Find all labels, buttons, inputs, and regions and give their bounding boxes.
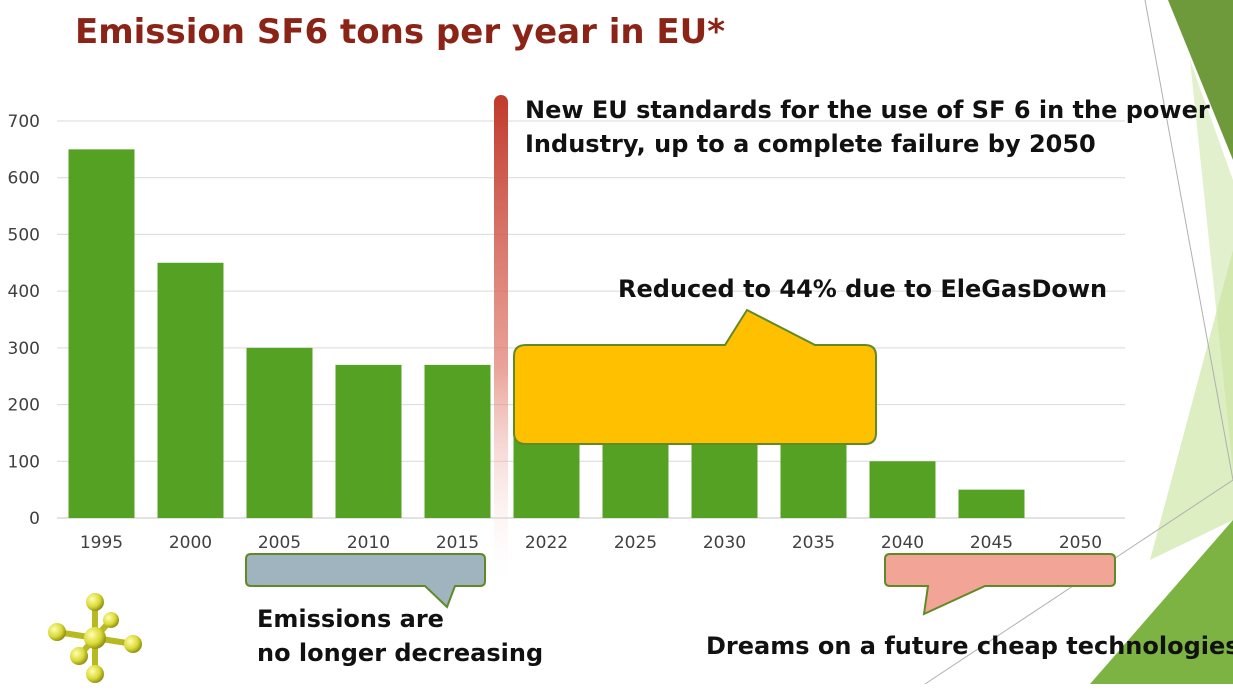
sf6-molecule-icon xyxy=(48,593,142,683)
y-tick-label: 400 xyxy=(8,282,40,302)
annotation-emissions-line1: Emissions are xyxy=(257,605,444,633)
bar-2015 xyxy=(424,364,491,518)
page-title: Emission SF6 tons per year in EU* xyxy=(75,12,726,52)
annotation-reduced: Reduced to 44% due to EleGasDown xyxy=(618,275,1108,303)
annotation-new-standards-line2: Industry, up to a complete failure by 20… xyxy=(525,130,1096,158)
deco-green-triangle-bottom xyxy=(1090,520,1233,684)
callout-dreams xyxy=(884,553,1116,616)
x-tick-label: 2025 xyxy=(614,533,657,553)
deco-line xyxy=(1144,0,1233,481)
x-tick-label: 2035 xyxy=(792,533,835,553)
x-tick-label: 2045 xyxy=(970,533,1013,553)
bar-2010 xyxy=(335,364,402,518)
x-tick-label: 2010 xyxy=(347,533,390,553)
y-tick-label: 300 xyxy=(8,339,40,359)
y-tick-label: 200 xyxy=(8,396,40,416)
annotation-new-standards: New EU standards for the use of SF 6 in … xyxy=(525,93,1210,161)
y-tick-label: 700 xyxy=(8,112,40,132)
annotation-new-standards-line1: New EU standards for the use of SF 6 in … xyxy=(525,96,1210,124)
annotation-emissions: Emissions are no longer decreasing xyxy=(257,602,543,670)
x-tick-label: 2050 xyxy=(1059,533,1102,553)
y-tick-label: 600 xyxy=(8,169,40,189)
annotation-dreams: Dreams on a future cheap technologies xyxy=(706,632,1233,660)
y-tick-label: 500 xyxy=(8,225,40,245)
bar-2000 xyxy=(157,262,224,518)
annotation-emissions-line2: no longer decreasing xyxy=(257,639,544,667)
bar-2035 xyxy=(780,432,847,518)
x-tick-label: 2015 xyxy=(436,533,479,553)
callout-reduced xyxy=(513,308,877,445)
x-tick-label: 2022 xyxy=(525,533,568,553)
x-tick-label: 2005 xyxy=(258,533,301,553)
bar-2045 xyxy=(958,489,1025,518)
bar-2040 xyxy=(869,461,936,518)
x-tick-label: 1995 xyxy=(80,533,123,553)
bar-1995 xyxy=(68,149,135,518)
y-tick-label: 100 xyxy=(8,452,40,472)
callout-emissions xyxy=(245,553,486,609)
standards-divider xyxy=(494,95,508,590)
deco-green-triangle-top xyxy=(1168,0,1233,160)
y-tick-label: 0 xyxy=(29,509,40,529)
x-tick-label: 2040 xyxy=(881,533,924,553)
x-tick-label: 2000 xyxy=(169,533,212,553)
deco-light-wedge xyxy=(1150,250,1233,560)
x-tick-label: 2030 xyxy=(703,533,746,553)
bar-2005 xyxy=(246,347,313,518)
